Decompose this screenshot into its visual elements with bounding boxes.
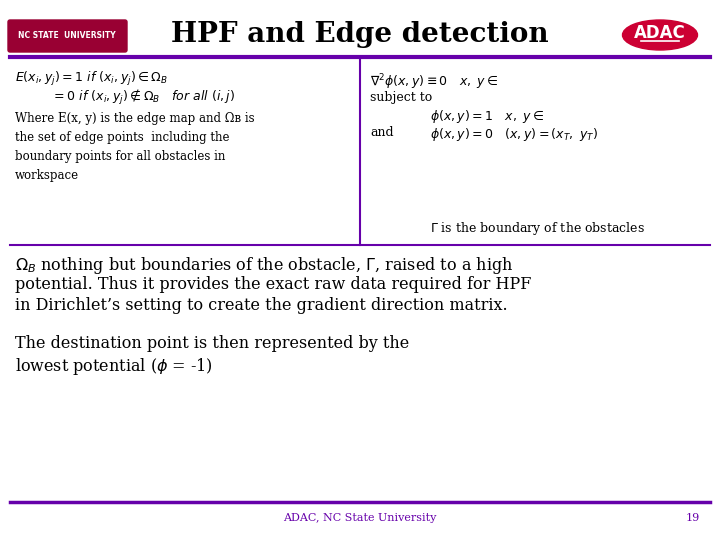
Text: $E(x_i, y_j) = 1\ if\ (x_i, y_j) \in \Omega_B$: $E(x_i, y_j) = 1\ if\ (x_i, y_j) \in \Om… [15, 70, 168, 88]
Text: subject to: subject to [370, 91, 432, 104]
Text: ADAC: ADAC [634, 24, 686, 42]
Text: $\quad\quad\quad = 0\ if\ (x_i, y_j) \notin \Omega_B\quad for\ all\ (i, j)$: $\quad\quad\quad = 0\ if\ (x_i, y_j) \no… [15, 88, 235, 107]
Text: potential. Thus it provides the exact raw data required for HPF: potential. Thus it provides the exact ra… [15, 276, 531, 293]
Text: $\phi(x,y) = 0 \quad (x,y) = (x_T,\ y_T)$: $\phi(x,y) = 0 \quad (x,y) = (x_T,\ y_T)… [430, 126, 598, 143]
Text: Where E(x, y) is the edge map and Ωʙ is
the set of edge points  including the
bo: Where E(x, y) is the edge map and Ωʙ is … [15, 112, 255, 182]
Text: HPF and Edge detection: HPF and Edge detection [171, 22, 549, 49]
Text: in Dirichlet’s setting to create the gradient direction matrix.: in Dirichlet’s setting to create the gra… [15, 297, 508, 314]
Text: lowest potential ($\phi$ = -1): lowest potential ($\phi$ = -1) [15, 356, 213, 377]
Text: The destination point is then represented by the: The destination point is then represente… [15, 335, 409, 352]
Text: and: and [370, 126, 394, 139]
Text: ADAC, NC State University: ADAC, NC State University [283, 513, 437, 523]
Text: $\nabla^2\phi(x,y) \equiv 0 \quad x,\ y \in$: $\nabla^2\phi(x,y) \equiv 0 \quad x,\ y … [370, 72, 499, 92]
Ellipse shape [623, 20, 698, 50]
Text: NC STATE  UNIVERSITY: NC STATE UNIVERSITY [18, 31, 116, 40]
Text: 19: 19 [685, 513, 700, 523]
Text: $\Gamma$ is the boundary of the obstacles: $\Gamma$ is the boundary of the obstacle… [430, 220, 645, 237]
Text: $\phi(x,y) = 1 \quad x,\ y \in$: $\phi(x,y) = 1 \quad x,\ y \in$ [430, 108, 544, 125]
Text: $\Omega_B$ nothing but boundaries of the obstacle, $\Gamma$, raised to a high: $\Omega_B$ nothing but boundaries of the… [15, 255, 513, 276]
FancyBboxPatch shape [8, 20, 127, 52]
